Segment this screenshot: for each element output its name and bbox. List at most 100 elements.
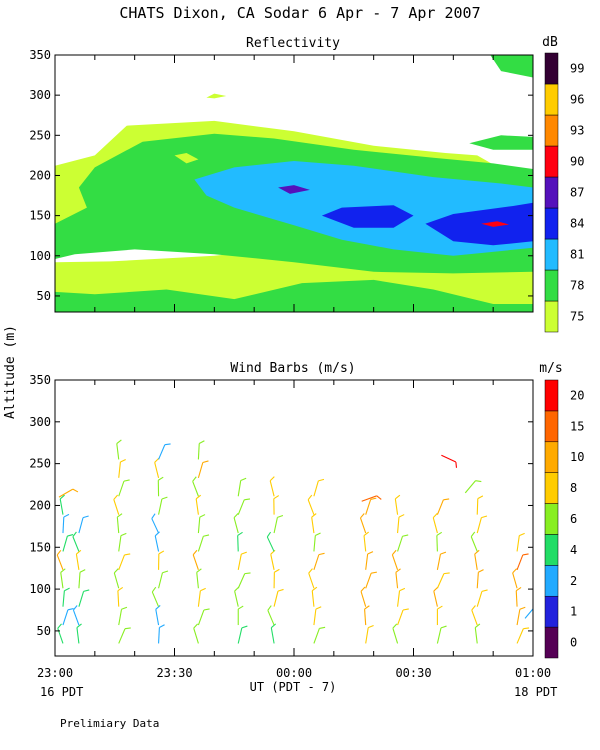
reflectivity-region-12 [453,95,533,126]
wind-barb [441,454,458,468]
wind-colorbar-label: 8 [570,481,577,495]
reflectivity-region-13 [329,55,386,63]
wind-barb [476,589,488,607]
right-date-label: 18 PDT [514,685,557,699]
reflectivity-ytick-label: 50 [37,289,51,303]
wind-barb [474,549,480,570]
wind-barb [78,569,86,589]
wind-barbs-axes: 50 100 150 200 250 300 350 23:00 23:30 00:00 00:30… [29,373,551,680]
reflectivity-ytick-label: 250 [29,128,51,142]
wind-barb [62,607,74,626]
wind-barb [308,568,315,589]
reflectivity-contours [55,55,533,312]
wind-barb [197,514,206,534]
wind-barb [365,551,374,570]
wind-barb [56,549,64,571]
wind-barb [476,515,488,534]
wind-barb [524,608,533,619]
reflectivity-ytick-label: 300 [29,88,51,102]
reflectivity-ytick-label: 350 [29,48,51,62]
reflectivity-ytick-label: 150 [29,209,51,223]
wind-barb [360,586,367,607]
reflectivity-colorbar-swatch [544,207,559,240]
reflectivity-region-11 [490,55,533,78]
reflectivity-colorbar-label: 75 [570,310,584,324]
wind-barb [471,605,478,626]
wind-ytick-label: 150 [29,540,51,554]
wind-barb [313,478,325,497]
wind-barb [433,586,439,607]
reflectivity-colorbar-swatch [544,145,559,178]
wind-barb [266,531,275,552]
wind-colorbar-swatch [544,565,559,597]
wind-barb [397,587,406,607]
reflectivity-ytick-label: 200 [29,168,51,182]
reflectivity-colorbar-swatch [544,52,559,85]
wind-barb [196,568,202,589]
wind-barb [237,477,247,497]
wind-barb [267,605,275,626]
wind-barb [157,476,164,497]
wind-barb [113,494,120,515]
preliminary-data-note: Prelimiary Data [60,717,159,730]
wind-colorbar-swatch [544,410,559,443]
reflectivity-colorbar-label: 99 [570,62,584,76]
wind-barb [474,623,481,644]
reflectivity-title: Reflectivity [246,36,340,51]
wind-colorbar-label: 6 [570,512,577,526]
wind-colorbar-swatch [544,379,559,412]
reflectivity-region-15 [206,93,227,99]
wind-barb [237,605,244,626]
wind-barb [118,606,128,626]
wind-barb [436,551,447,570]
reflectivity-colorbar-unit: dB [542,35,558,50]
wind-barb [273,568,280,589]
wind-barb [237,625,248,644]
wind-ytick-label: 100 [29,582,51,596]
wind-barb [62,587,70,607]
wind-barb [237,498,251,515]
wind-barb [270,549,276,570]
wind-barb [113,568,120,589]
wind-barb [62,513,70,534]
left-date-label: 16 PDT [40,685,83,699]
reflectivity-colorbar-label: 87 [570,186,584,200]
wind-barb [365,571,378,589]
reflectivity-region-5 [174,153,199,164]
x-tick-label: 01:00 [515,666,551,680]
wind-barb [57,623,64,644]
wind-barb [364,605,370,626]
wind-barb [197,440,205,460]
reflectivity-colorbar: 75 78 81 84 87 90 93 96 99 [544,52,584,333]
wind-barb [158,624,165,644]
wind-barb [397,608,409,626]
wind-barb [392,623,399,644]
wind-barb [151,586,160,607]
wind-barb [516,627,530,644]
reflectivity-region-9 [278,185,310,194]
wind-colorbar-label: 15 [570,419,584,433]
wind-ytick-label: 350 [29,373,51,387]
wind-barb [158,570,169,589]
reflectivity-region-8 [425,202,533,246]
wind-barb [436,531,443,552]
wind-barb [118,458,126,478]
wind-barb [116,513,123,534]
wind-barb [58,488,79,498]
wind-colorbar-swatch [544,534,559,566]
reflectivity-colorbar-label: 90 [570,155,584,169]
wind-barb [118,627,131,644]
wind-barb [361,495,382,502]
wind-barb [273,514,284,534]
wind-barb [59,494,65,515]
wind-barb [197,460,209,479]
wind-barb [192,476,199,497]
wind-barb [365,624,374,644]
wind-barb [313,606,322,626]
wind-barb [116,439,122,460]
x-tick-label: 23:30 [156,666,192,680]
wind-barbs-plot-frame [54,379,534,657]
reflectivity-region-4 [55,279,533,312]
wind-colorbar-label: 10 [570,450,584,464]
